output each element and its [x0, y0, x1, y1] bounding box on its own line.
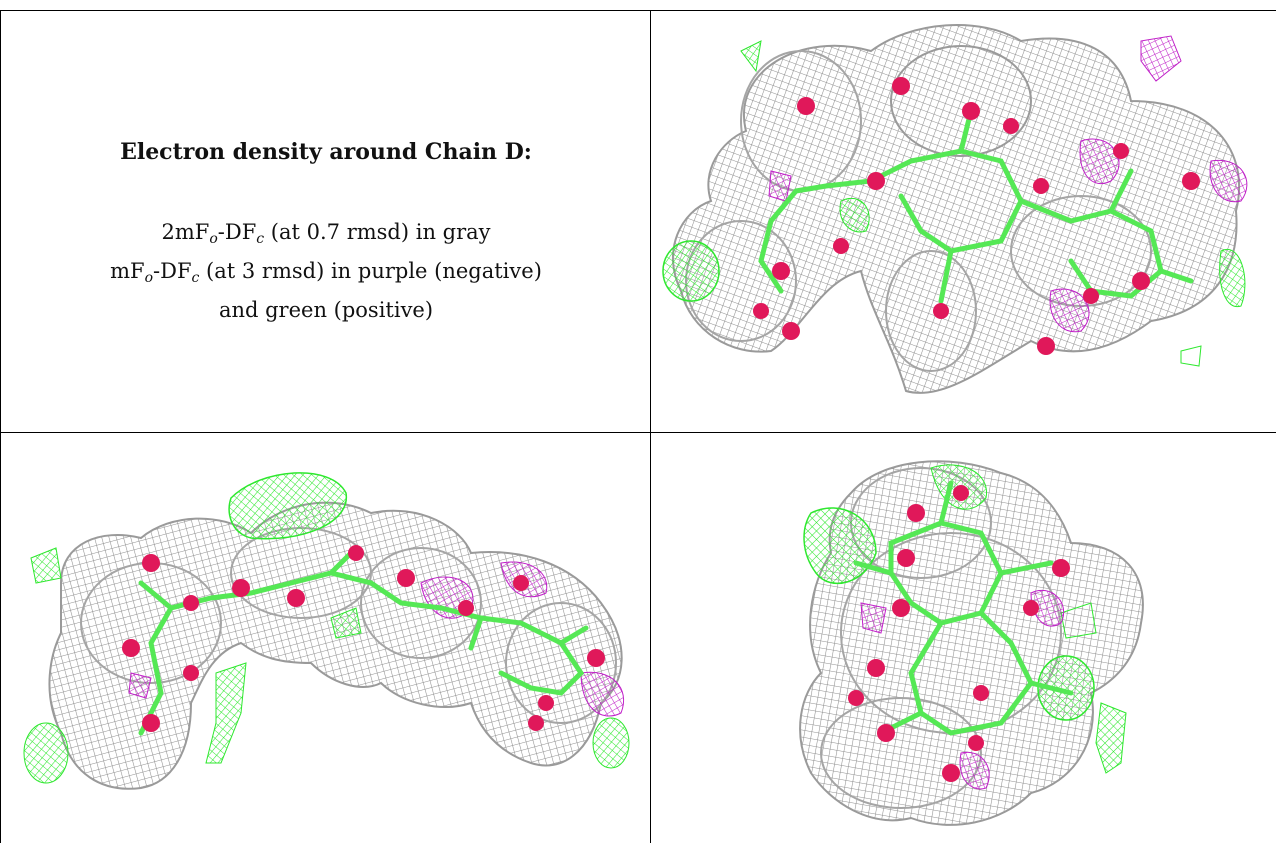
- oxygen-atoms: [122, 545, 605, 732]
- line2-mid: -DF: [153, 259, 192, 283]
- purple-mesh-blobs: [860, 589, 1065, 790]
- line1-prefix: 2mF: [161, 220, 210, 244]
- table-divider-horizontal: [0, 432, 1276, 433]
- caption-line-green: and green (positive): [218, 298, 434, 322]
- oxygen-atoms: [753, 77, 1200, 355]
- density-render-bottom-left: [23, 472, 630, 790]
- caption-legend: 2mFo-DFc (at 0.7 rmsd) in gray mFo-DFc (…: [1, 216, 650, 326]
- table-divider-vertical: [650, 10, 651, 843]
- line2-prefix: mF: [110, 259, 145, 283]
- density-render-bottom-right: [799, 460, 1144, 826]
- density-image-bottom-right: [651, 433, 1276, 843]
- line1-sub-c: c: [256, 231, 265, 247]
- molecule-bonds: [853, 480, 1074, 736]
- caption-title: Electron density around Chain D:: [120, 139, 532, 165]
- table-border-left: [0, 10, 1, 843]
- line2-sub-o: o: [144, 270, 154, 286]
- density-image-top-right: [651, 11, 1276, 432]
- oxygen-atoms: [848, 485, 1070, 782]
- table-border-top: [0, 10, 1276, 11]
- molecule-bonds: [138, 550, 589, 736]
- line2-suffix: (at 3 rmsd) in purple (negative): [199, 259, 542, 283]
- caption-line-gray: 2mFo-DFc (at 0.7 rmsd) in gray: [1, 216, 650, 255]
- line1-suffix: (at 0.7 rmsd) in gray: [264, 220, 491, 244]
- density-render-top-right: [662, 24, 1248, 394]
- green-mesh-blobs: [23, 472, 630, 784]
- density-image-bottom-left: [1, 433, 650, 843]
- gray-mesh-blobs: [672, 24, 1241, 394]
- caption-line-purple: mFo-DFc (at 3 rmsd) in purple (negative): [1, 255, 650, 294]
- line1-sub-o: o: [209, 231, 218, 247]
- caption-cell: Electron density around Chain D: 2mFo-DF…: [1, 11, 650, 432]
- line1-mid: -DF: [217, 220, 257, 244]
- line2-sub-c: c: [191, 270, 200, 286]
- purple-mesh-blobs: [768, 35, 1248, 333]
- green-mesh-blobs: [662, 40, 1246, 367]
